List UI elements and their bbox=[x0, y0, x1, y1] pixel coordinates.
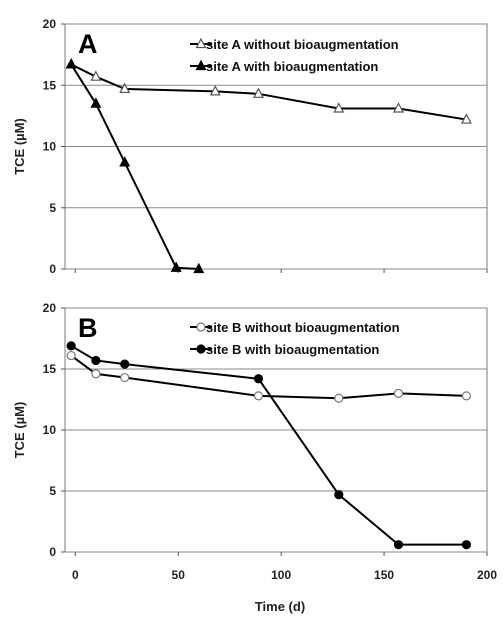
legend-marker-2-2 bbox=[196, 344, 206, 354]
data-point-1-2-2 bbox=[119, 156, 131, 167]
data-point-2-1-0 bbox=[66, 350, 76, 361]
data-point-1-2-3 bbox=[170, 261, 182, 272]
data-point-2-1-2 bbox=[120, 372, 130, 383]
y-tick-label-2-3: 15 bbox=[43, 362, 57, 376]
data-point-1-1-3 bbox=[209, 85, 221, 96]
y-tick-label-1-1: 5 bbox=[49, 201, 56, 215]
data-point-2-2-5 bbox=[393, 540, 404, 550]
data-point-1-2-0 bbox=[65, 58, 77, 69]
data-point-2-1-6 bbox=[461, 391, 472, 401]
series-line-1-1 bbox=[70, 63, 467, 121]
legend-label-1-1: site A without bioaugmentation bbox=[206, 37, 399, 52]
x-tick-label-2-1: 50 bbox=[172, 568, 186, 582]
data-point-2-1-3 bbox=[253, 391, 264, 401]
y-tick-label-2-0: 0 bbox=[49, 545, 56, 559]
legend-marker-2-1 bbox=[196, 322, 206, 332]
data-point-2-2-6 bbox=[461, 540, 472, 550]
y-tick-label-2-4: 20 bbox=[43, 301, 57, 315]
y-tick-label-1-3: 15 bbox=[43, 78, 57, 92]
data-point-2-1-5 bbox=[393, 388, 404, 398]
legend-label-2-1: site B without bioaugmentation bbox=[206, 320, 400, 335]
data-point-1-1-4 bbox=[253, 87, 264, 98]
x-axis-title: Time (d) bbox=[255, 599, 305, 614]
data-point-1-1-1 bbox=[90, 70, 102, 81]
series-line-1-2 bbox=[70, 63, 199, 270]
x-tick-label-2-4: 200 bbox=[477, 568, 497, 582]
data-point-1-1-7 bbox=[460, 113, 472, 124]
y-axis-title-2: TCE (µM) bbox=[12, 402, 27, 459]
panel-label-A: A bbox=[78, 29, 98, 59]
data-point-2-1-1 bbox=[91, 369, 101, 379]
y-tick-label-2-2: 10 bbox=[43, 423, 57, 437]
x-tick-label-2-0: 0 bbox=[72, 568, 79, 582]
x-tick-label-2-2: 100 bbox=[271, 568, 291, 582]
series-line-2-2 bbox=[70, 344, 467, 546]
y-tick-label-1-2: 10 bbox=[43, 140, 57, 154]
data-point-2-2-4 bbox=[334, 490, 344, 500]
legend-label-1-2: site A with bioaugmentation bbox=[206, 59, 378, 74]
data-point-2-2-3 bbox=[253, 374, 264, 384]
y-tick-label-1-0: 0 bbox=[49, 262, 56, 276]
data-point-1-1-5 bbox=[333, 102, 345, 113]
y-tick-label-1-4: 20 bbox=[43, 17, 57, 31]
data-point-1-2-4 bbox=[193, 262, 205, 274]
data-point-1-1-2 bbox=[119, 82, 131, 94]
data-point-2-2-1 bbox=[91, 355, 101, 366]
x-tick-label-2-3: 150 bbox=[374, 568, 394, 582]
legend-label-2-2: site B with bioaugmentation bbox=[206, 342, 379, 357]
data-point-1-2-1 bbox=[90, 97, 102, 108]
y-axis-title-1: TCE (µM) bbox=[12, 118, 27, 175]
data-point-2-2-0 bbox=[66, 341, 76, 351]
legend-marker-1-1 bbox=[195, 37, 207, 49]
data-point-2-1-4 bbox=[334, 393, 344, 403]
legend-marker-1-2 bbox=[195, 59, 207, 71]
panel-label-B: B bbox=[78, 313, 98, 343]
data-point-1-1-6 bbox=[392, 102, 404, 113]
data-point-2-2-2 bbox=[120, 359, 130, 369]
y-tick-label-2-1: 5 bbox=[49, 484, 56, 498]
